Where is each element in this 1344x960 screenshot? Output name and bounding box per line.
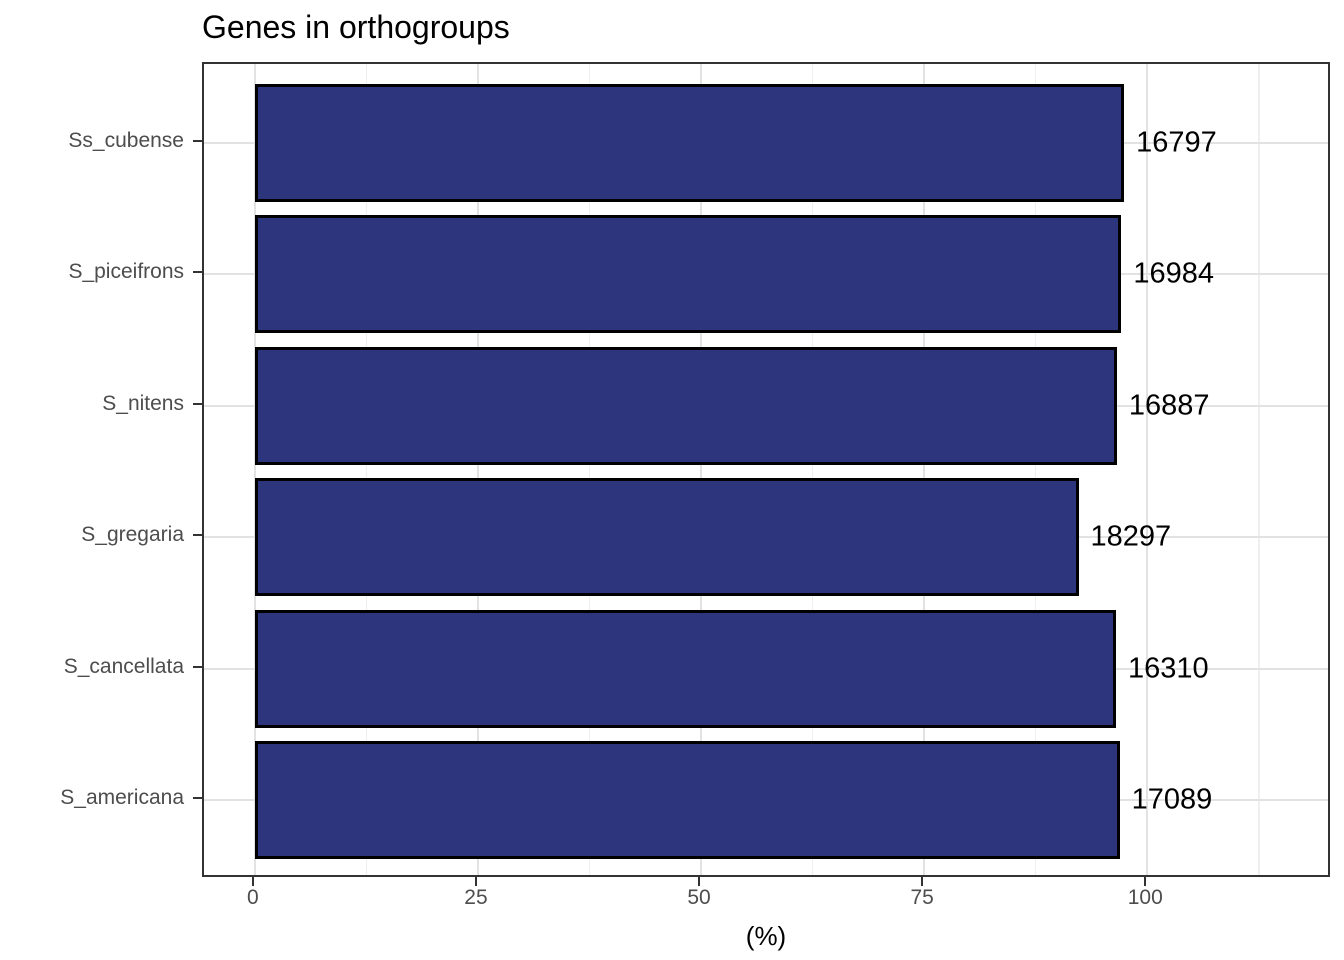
x-tick-mark: [474, 877, 477, 886]
bar-S_piceifrons: [254, 215, 1122, 334]
x-tick-mark: [1144, 877, 1147, 886]
y-tick-label-S_piceifrons: S_piceifrons: [68, 260, 184, 284]
x-tick-label-50: 50: [687, 886, 711, 909]
y-tick-mark: [193, 797, 202, 800]
bar-value-label: 16887: [1128, 389, 1210, 422]
bar-value-label: 16310: [1128, 652, 1209, 685]
major-gridline: [1146, 64, 1149, 875]
x-tick-mark: [251, 877, 254, 886]
y-tick-mark: [193, 271, 202, 274]
plot-panel: 16797 16984 16887 18297 16310 17089: [202, 62, 1330, 877]
bar-S_cancellata: [254, 609, 1117, 728]
major-gridline: [253, 64, 256, 875]
minor-gridline: [1258, 64, 1260, 875]
x-tick-mark: [921, 877, 924, 886]
x-tick-label-25: 25: [464, 886, 488, 909]
y-tick-mark: [193, 665, 202, 668]
minor-gridline: [365, 64, 368, 875]
y-tick-label-S_americana: S_americana: [60, 786, 184, 810]
x-tick-label-75: 75: [910, 886, 934, 909]
major-gridline: [476, 64, 479, 875]
minor-gridline: [1034, 64, 1037, 875]
bar-value-label: 16797: [1136, 126, 1217, 159]
minor-gridline: [811, 64, 814, 875]
bar-value-label: 18297: [1090, 520, 1172, 553]
x-tick-label-0: 0: [247, 886, 259, 909]
minor-gridline: [588, 64, 591, 875]
x-tick-mark: [698, 877, 701, 886]
bar-S_nitens: [254, 346, 1117, 465]
y-tick-mark: [193, 534, 202, 537]
y-tick-label-S_gregaria: S_gregaria: [81, 523, 184, 547]
y-tick-mark: [193, 139, 202, 142]
y-tick-label-S_nitens: S_nitens: [102, 391, 184, 415]
bar-value-label: 16984: [1133, 257, 1215, 290]
chart-title: Genes in orthogroups: [202, 9, 510, 45]
major-gridline: [923, 64, 926, 875]
y-tick-label-Ss_cubense: Ss_cubense: [68, 128, 184, 152]
bar-value-label: 17089: [1131, 783, 1213, 816]
y-tick-mark: [193, 402, 202, 405]
y-tick-label-S_cancellata: S_cancellata: [63, 654, 184, 678]
bar-Ss_cubense: [254, 83, 1125, 202]
x-axis-title: (%): [745, 921, 787, 951]
major-gridline: [700, 64, 703, 875]
bar-S_americana: [254, 740, 1120, 860]
bar-S_gregaria: [254, 478, 1079, 597]
x-tick-label-100: 100: [1127, 886, 1163, 909]
